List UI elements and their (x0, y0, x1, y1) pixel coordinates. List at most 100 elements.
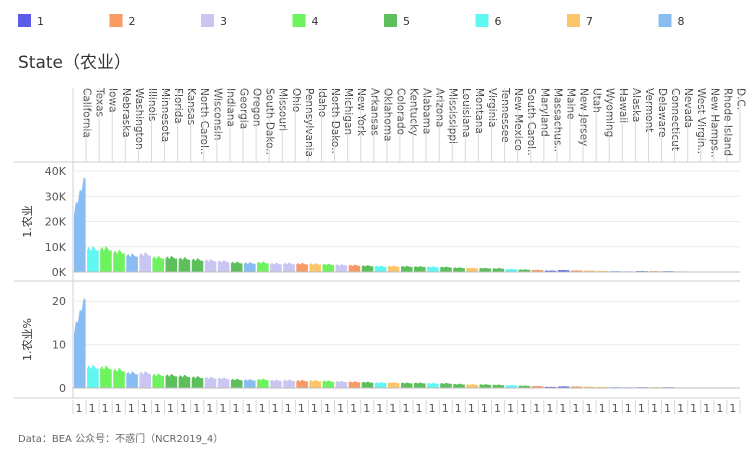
area-south-dako--pct[interactable] (257, 378, 269, 388)
area-maryland-pct[interactable] (531, 385, 544, 388)
area-north-carol--pct[interactable] (191, 375, 204, 388)
area-alabama-pct[interactable] (414, 382, 426, 388)
area-michigan-value[interactable] (335, 263, 348, 272)
bottom-column-label: 1 (533, 402, 540, 415)
area-florida-pct[interactable] (165, 373, 178, 388)
area-missouri-pct[interactable] (270, 379, 282, 388)
area-arkansas-value[interactable] (361, 264, 374, 272)
area-mississippi-value[interactable] (440, 266, 452, 272)
bottom-column-label: 1 (586, 402, 593, 415)
area-mississippi-pct[interactable] (440, 382, 452, 388)
area-missouri-value[interactable] (270, 262, 282, 272)
area-tennessee-value[interactable] (492, 267, 505, 272)
area-california-value[interactable] (74, 177, 86, 272)
area-montana-value[interactable] (466, 267, 478, 272)
legend-swatch-3[interactable] (201, 14, 214, 27)
state-header: CaliforniaTexasIowaNebraskaWashingtonIll… (72, 87, 746, 163)
area-washington-value[interactable] (126, 253, 138, 272)
area-california-pct[interactable] (74, 298, 86, 388)
area-texas-pct[interactable] (87, 364, 99, 388)
area-arizona-value[interactable] (427, 266, 439, 272)
panels: 40K 30K 20K 10K 0K 1.农业 20 10 0 1.农业% (14, 161, 740, 399)
legend-swatch-2[interactable] (109, 14, 123, 27)
legend: 1 2 3 4 5 6 7 8 (18, 14, 685, 28)
bottom-column-label: 1 (128, 402, 135, 415)
area-kentucky-pct[interactable] (400, 382, 413, 388)
area-indiana-value[interactable] (217, 259, 230, 272)
area-louisiana-value[interactable] (453, 267, 465, 272)
bottom-column-label: 1 (232, 402, 239, 415)
legend-swatch-6[interactable] (475, 14, 489, 27)
area-iowa-value[interactable] (100, 245, 112, 272)
area-oregon-pct[interactable] (244, 378, 256, 388)
legend-swatch-4[interactable] (292, 14, 306, 27)
area-wisconsin-pct[interactable] (204, 376, 217, 388)
legend-swatch-7[interactable] (567, 14, 580, 27)
bottom-column-label: 1 (350, 402, 357, 415)
area-georgia-value[interactable] (230, 261, 243, 272)
area-north-dako--pct[interactable] (322, 380, 335, 388)
area-north-carol--value[interactable] (191, 258, 204, 272)
area-nebraska-pct[interactable] (113, 367, 125, 388)
bottom-column-label: 1 (102, 402, 109, 415)
area-kansas-pct[interactable] (178, 374, 191, 388)
legend-swatch-1[interactable] (18, 14, 31, 27)
area-montana-pct[interactable] (466, 384, 478, 388)
area-kansas-value[interactable] (178, 256, 191, 272)
area-texas-value[interactable] (87, 245, 99, 272)
area-washington-pct[interactable] (126, 371, 138, 388)
area-minnesota-value[interactable] (152, 255, 165, 272)
legend-swatch-8[interactable] (658, 14, 672, 27)
bottom-column-label: 1 (664, 402, 671, 415)
area-oklahoma-pct[interactable] (374, 381, 387, 388)
area-oregon-value[interactable] (244, 261, 256, 272)
y-tick-label: 20K (45, 216, 67, 229)
area-new-mexico-pct[interactable] (505, 384, 518, 388)
area-kentucky-value[interactable] (400, 265, 413, 272)
area-maine-value[interactable] (557, 269, 570, 272)
area-iowa-pct[interactable] (100, 365, 112, 388)
area-arizona-pct[interactable] (427, 382, 439, 388)
area-alabama-value[interactable] (414, 265, 426, 272)
area-louisiana-pct[interactable] (453, 383, 465, 388)
area-south-carol--value[interactable] (518, 269, 531, 272)
legend-swatch-5[interactable] (384, 14, 397, 27)
area-oklahoma-value[interactable] (374, 265, 387, 272)
bottom-column-label: 1 (402, 402, 409, 415)
area-new-york-value[interactable] (348, 264, 361, 272)
area-ohio-pct[interactable] (283, 379, 295, 388)
area-georgia-pct[interactable] (230, 378, 243, 388)
area-illinois-value[interactable] (139, 251, 151, 272)
area-new-york-pct[interactable] (348, 381, 361, 388)
area-minnesota-pct[interactable] (152, 373, 165, 388)
bottom-column-label: 1 (76, 402, 83, 415)
area-new-mexico-value[interactable] (505, 268, 518, 272)
area-tennessee-pct[interactable] (492, 384, 505, 388)
area-idaho-pct[interactable] (309, 379, 321, 388)
area-colorado-value[interactable] (387, 265, 400, 272)
area-wisconsin-value[interactable] (204, 258, 217, 272)
bottom-column-label: 1 (716, 402, 723, 415)
area-pennsylvania-pct[interactable] (296, 379, 308, 388)
area-south-carol--pct[interactable] (518, 385, 531, 388)
area-michigan-pct[interactable] (335, 380, 348, 388)
bottom-column-label: 1 (206, 402, 213, 415)
area-florida-value[interactable] (165, 255, 178, 272)
area-south-dako--value[interactable] (257, 261, 269, 272)
area-indiana-pct[interactable] (217, 377, 230, 388)
area-north-dako--value[interactable] (322, 263, 335, 272)
area-virginia-value[interactable] (479, 267, 492, 272)
area-nebraska-value[interactable] (113, 249, 125, 272)
bottom-column-label: 1 (193, 402, 200, 415)
area-colorado-pct[interactable] (387, 381, 400, 388)
area-virginia-pct[interactable] (479, 384, 492, 388)
area-ohio-value[interactable] (283, 262, 295, 272)
area-maryland-value[interactable] (531, 269, 544, 272)
area-arkansas-pct[interactable] (361, 381, 374, 388)
bottom-column-label: 1 (507, 402, 514, 415)
area-illinois-pct[interactable] (139, 370, 151, 388)
area-idaho-value[interactable] (309, 262, 321, 272)
area-pennsylvania-value[interactable] (296, 262, 308, 272)
chart-title: State（农业） (18, 53, 131, 73)
